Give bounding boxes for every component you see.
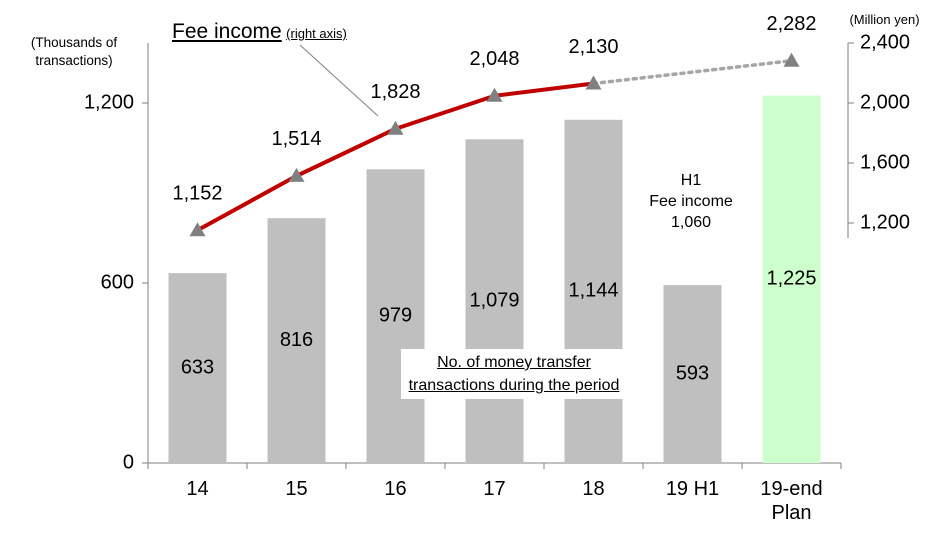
x-tick-label: 17: [483, 478, 506, 500]
y2-tick-label: 2,400: [860, 31, 910, 53]
line-value-label: 1,514: [271, 128, 321, 150]
y2-tick-label: 2,000: [860, 91, 910, 113]
y-tick-label: 0: [123, 451, 134, 473]
fee-income-note: (right axis): [286, 26, 347, 41]
bar: [663, 285, 722, 463]
bar: [564, 119, 623, 464]
x-tick-label: 19-end Plan: [760, 478, 823, 524]
bar: [762, 95, 821, 463]
y2-tick-label: 1,600: [860, 151, 910, 173]
plan-line: [591, 58, 794, 86]
line-marker: [189, 222, 206, 237]
bar-value-label: 593: [676, 362, 709, 384]
y2-tick-label: 1,200: [860, 211, 910, 233]
line-marker: [387, 120, 404, 135]
x-tick-label: 18: [582, 478, 605, 500]
fee-income-name: Fee income: [172, 20, 282, 43]
line-marker: [783, 52, 800, 67]
bar-value-label: 1,144: [568, 280, 618, 302]
leader-line: [299, 44, 379, 117]
x-tick-label: 14: [186, 478, 209, 500]
bar-value-label: 1,079: [469, 289, 519, 311]
line-value-label: 1,152: [172, 182, 222, 204]
line-marker: [585, 75, 602, 90]
bar-value-label: 633: [181, 356, 214, 378]
y2-axis-label: (Million yen): [849, 12, 920, 27]
x-tick-label: 19 H1: [665, 478, 720, 500]
bar: [366, 169, 425, 464]
line-value-label: 2,130: [568, 36, 618, 58]
h1-note-line: Fee income: [649, 193, 733, 210]
fee-income-title: Fee income (right axis): [172, 20, 347, 44]
x-tick-label: 15: [285, 478, 308, 500]
x-tick-label: 16: [384, 478, 407, 500]
bar: [267, 218, 326, 463]
line-marker: [288, 167, 305, 182]
h1-note: H1 Fee income 1,060: [636, 170, 746, 233]
bar: [465, 139, 524, 464]
h1-note-line: 1,060: [670, 214, 712, 231]
bar-series-note: No. of money transfer transactions durin…: [401, 349, 627, 399]
y-tick-label: 600: [101, 271, 134, 293]
line-marker: [486, 87, 503, 102]
bar-value-label: 1,225: [766, 268, 816, 290]
h1-note-line: H1: [680, 172, 702, 189]
line-value-label: 2,048: [469, 48, 519, 70]
bar: [168, 273, 227, 463]
bar-value-label: 816: [280, 329, 313, 351]
y-tick-label: 1,200: [84, 91, 134, 113]
y-axis-label: (Thousands of transactions): [30, 35, 118, 68]
bar-value-label: 979: [379, 304, 412, 326]
line-value-label: 2,282: [766, 13, 816, 35]
line-value-label: 1,828: [370, 81, 420, 103]
